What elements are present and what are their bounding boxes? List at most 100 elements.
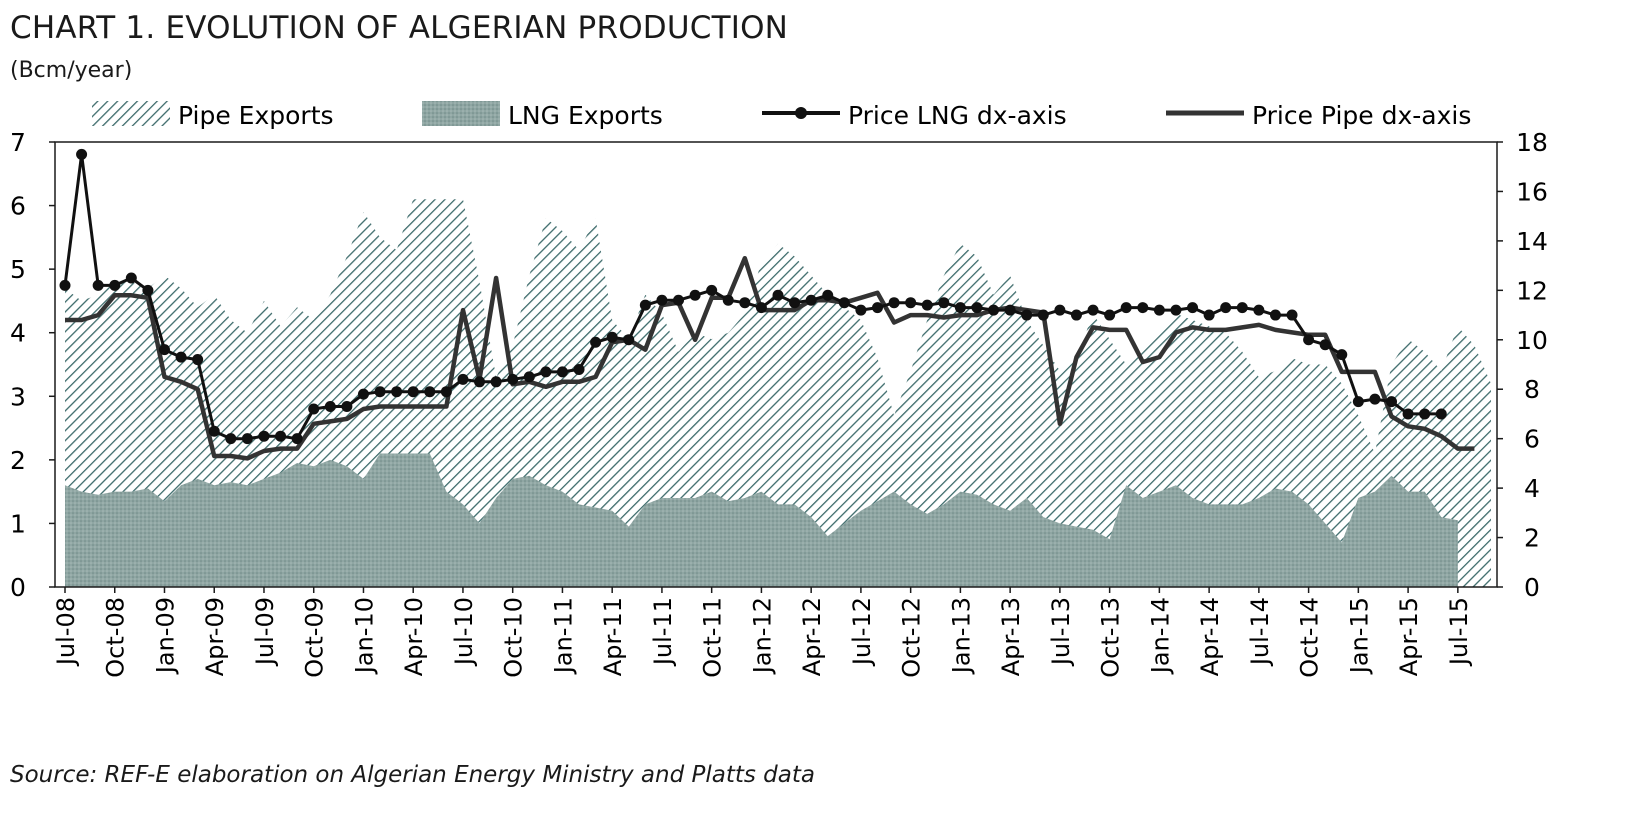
- x-tick-label: Jan-13: [947, 597, 975, 675]
- y-left-tick-label: 5: [10, 255, 26, 284]
- x-tick-label: Apr-15: [1395, 597, 1423, 676]
- price-lng-point: [158, 344, 170, 356]
- price-lng-point: [855, 304, 867, 316]
- price-lng-point: [1386, 396, 1398, 408]
- price-lng-point: [507, 373, 519, 385]
- y-right-tick-label: 8: [1524, 375, 1540, 404]
- price-lng-point: [1203, 309, 1215, 321]
- x-tick-label: Jan-15: [1345, 597, 1373, 675]
- price-lng-point: [407, 386, 419, 398]
- y-left-tick-label: 4: [10, 319, 26, 348]
- y-right-tick-label: 18: [1516, 128, 1548, 157]
- price-lng-point: [1319, 339, 1331, 351]
- price-lng-point: [1037, 309, 1049, 321]
- x-tick-label: Oct-09: [301, 597, 329, 678]
- price-lng-point: [871, 302, 883, 314]
- price-lng-point: [225, 433, 237, 445]
- price-lng-point: [308, 403, 320, 415]
- price-lng-point: [1021, 309, 1033, 321]
- legend: Pipe Exports LNG Exports Price LNG dx-ax…: [92, 101, 1471, 130]
- y-axis-left: 0 1 2 3 4 5 6 7: [10, 128, 55, 602]
- price-lng-point: [822, 289, 834, 301]
- x-tick-label: Oct-11: [699, 597, 727, 678]
- price-lng-point: [490, 376, 502, 388]
- area-layer: [65, 199, 1491, 587]
- price-lng-point: [590, 336, 602, 348]
- chart-title: CHART 1. EVOLUTION OF ALGERIAN PRODUCTIO…: [10, 10, 789, 46]
- price-lng-point: [1187, 302, 1199, 314]
- price-lng-point: [192, 354, 204, 366]
- price-lng-point: [1137, 302, 1149, 314]
- x-tick-label: Apr-10: [400, 597, 428, 676]
- price-lng-point: [838, 297, 850, 309]
- price-lng-point: [142, 284, 154, 296]
- y-right-tick-label: 2: [1524, 524, 1540, 553]
- price-lng-point: [76, 148, 88, 160]
- x-tick-label: Oct-10: [500, 597, 528, 678]
- series-area-lng-exports: [65, 453, 1458, 587]
- price-lng-point: [1435, 408, 1447, 420]
- y-left-tick-label: 0: [10, 573, 26, 602]
- y-left-tick-label: 7: [10, 128, 26, 157]
- price-lng-point: [606, 331, 618, 343]
- x-tick-label: Apr-12: [798, 597, 826, 676]
- price-lng-point: [1336, 349, 1348, 361]
- x-tick-label: Jul-10: [450, 597, 478, 667]
- price-lng-point: [1419, 408, 1431, 420]
- price-lng-point: [639, 299, 651, 311]
- x-tick-label: Jan-11: [549, 597, 577, 675]
- legend-marker-price-lng: [795, 107, 807, 119]
- x-tick-label: Jul-08: [52, 597, 80, 667]
- series-line-price-pipe: [65, 255, 1475, 461]
- x-tick-label: Jul-15: [1445, 597, 1473, 667]
- price-lng-point: [1087, 304, 1099, 316]
- price-lng-point: [1303, 334, 1315, 346]
- y-left-tick-label: 1: [10, 509, 26, 538]
- price-lng-point: [656, 294, 668, 306]
- price-lng-point: [1269, 309, 1281, 321]
- price-lng-point: [1104, 309, 1116, 321]
- x-tick-label: Oct-08: [102, 597, 130, 678]
- price-lng-point: [474, 376, 486, 388]
- price-lng-point: [125, 272, 137, 284]
- price-lng-point: [258, 430, 270, 442]
- price-lng-point: [1070, 309, 1082, 321]
- price-lng-point: [291, 433, 303, 445]
- price-lng-point: [1153, 304, 1165, 316]
- x-tick-label: Jul-11: [649, 597, 677, 667]
- chart-unit-label: (Bcm/year): [10, 58, 133, 83]
- price-lng-point: [1253, 304, 1265, 316]
- x-tick-label: Oct-13: [1097, 597, 1125, 678]
- price-lng-point: [789, 297, 801, 309]
- price-lng-point: [440, 386, 452, 398]
- price-lng-point: [888, 297, 900, 309]
- legend-label-price-pipe: Price Pipe dx-axis: [1252, 101, 1471, 130]
- line-layer: [59, 148, 1475, 461]
- price-lng-point: [755, 302, 767, 314]
- x-tick-label: Oct-12: [898, 597, 926, 678]
- y-right-tick-label: 10: [1516, 326, 1548, 355]
- price-lng-point: [424, 386, 436, 398]
- price-lng-point: [739, 297, 751, 309]
- y-left-tick-label: 3: [10, 382, 26, 411]
- x-tick-label: Jan-10: [350, 597, 378, 675]
- price-lng-point: [92, 279, 104, 291]
- x-axis: Jul-08 Oct-08 Jan-09 Apr-09 Jul-09 Oct-09 Jan-…: [52, 587, 1473, 678]
- price-lng-point: [673, 294, 685, 306]
- price-lng-point: [1120, 302, 1132, 314]
- price-lng-point: [275, 430, 287, 442]
- x-tick-label: Jan-09: [151, 597, 179, 675]
- price-lng-point: [374, 386, 386, 398]
- x-tick-label: Apr-11: [599, 597, 627, 676]
- legend-label-price-lng: Price LNG dx-axis: [848, 101, 1067, 130]
- source-note: Source: REF-E elaboration on Algerian En…: [10, 762, 815, 788]
- price-lng-point: [938, 297, 950, 309]
- price-lng-point: [1352, 396, 1364, 408]
- price-lng-point: [523, 371, 535, 383]
- x-tick-label: Oct-14: [1296, 597, 1324, 678]
- y-right-tick-label: 14: [1516, 227, 1548, 256]
- price-lng-point: [905, 297, 917, 309]
- price-lng-point: [357, 388, 369, 400]
- y-right-tick-label: 6: [1524, 425, 1540, 454]
- price-lng-point: [324, 401, 336, 413]
